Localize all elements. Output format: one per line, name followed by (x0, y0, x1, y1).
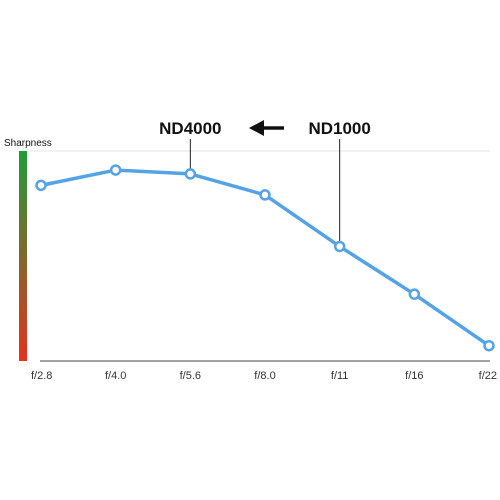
x-tick-label: f/2.8 (31, 370, 52, 382)
data-point (333, 240, 346, 253)
annotation-label: ND1000 (308, 119, 370, 138)
x-tick-label: f/22 (479, 370, 497, 382)
x-tick-label: f/8.0 (254, 370, 275, 382)
left-arrow-icon (249, 120, 284, 136)
annotation-label: ND4000 (159, 119, 221, 138)
data-point (109, 164, 122, 176)
sharpness-gradient-bar (19, 151, 27, 361)
x-tick-label: f/11 (331, 370, 349, 382)
data-point (35, 179, 47, 192)
x-tick-label: f/16 (405, 370, 423, 382)
data-point (408, 288, 421, 300)
x-tick-label: f/4.0 (105, 370, 126, 382)
data-point (483, 339, 495, 352)
y-axis-label: Sharpness (4, 138, 52, 149)
data-point (184, 168, 197, 180)
x-tick-label: f/5.6 (180, 370, 201, 382)
data-point (259, 189, 271, 201)
